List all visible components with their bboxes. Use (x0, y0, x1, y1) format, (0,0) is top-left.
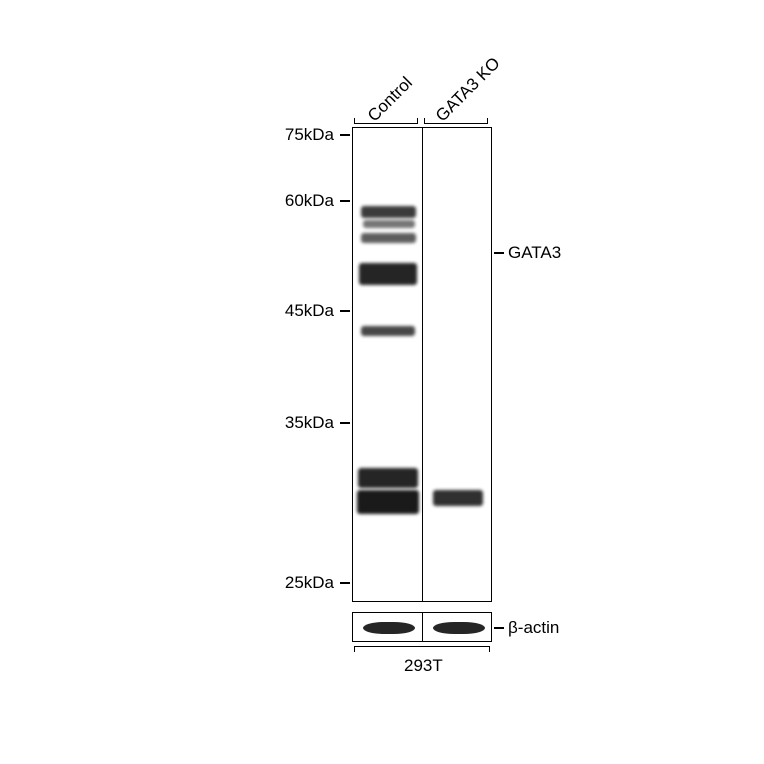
right-label-actin: β-actin (508, 618, 559, 638)
cell-line-label: 293T (404, 656, 443, 676)
band-main-7 (433, 490, 483, 506)
main-blot (352, 127, 492, 602)
band-actin-0 (363, 622, 415, 634)
western-blot-figure: Control GATA3 KO 75kDa 60kDa 45kDa 35kDa… (112, 52, 652, 712)
mw-label-45: 45kDa (264, 301, 334, 321)
band-main-3 (359, 263, 417, 285)
band-main-2 (361, 233, 416, 243)
lane-bracket-control (354, 118, 418, 124)
right-label-gata3: GATA3 (508, 243, 561, 263)
band-main-6 (357, 490, 419, 514)
band-main-5 (358, 468, 418, 488)
band-main-1 (363, 220, 415, 228)
mw-tick-45 (340, 310, 350, 312)
bottom-bracket (354, 646, 490, 652)
mw-label-60: 60kDa (264, 191, 334, 211)
band-main-0 (361, 206, 416, 218)
lane-divider (422, 128, 423, 601)
mw-label-35: 35kDa (264, 413, 334, 433)
band-actin-1 (433, 622, 485, 634)
mw-label-75: 75kDa (264, 125, 334, 145)
lane-label-ko: GATA3 KO (432, 54, 504, 126)
mw-tick-75 (340, 134, 350, 136)
right-tick-actin (494, 627, 504, 629)
lane-bracket-ko (424, 118, 488, 124)
mw-tick-35 (340, 422, 350, 424)
actin-blot (352, 612, 492, 642)
right-tick-gata3 (494, 252, 504, 254)
mw-tick-60 (340, 200, 350, 202)
mw-tick-25 (340, 582, 350, 584)
band-main-4 (361, 326, 415, 336)
mw-label-25: 25kDa (264, 573, 334, 593)
lane-divider-actin (422, 613, 423, 641)
